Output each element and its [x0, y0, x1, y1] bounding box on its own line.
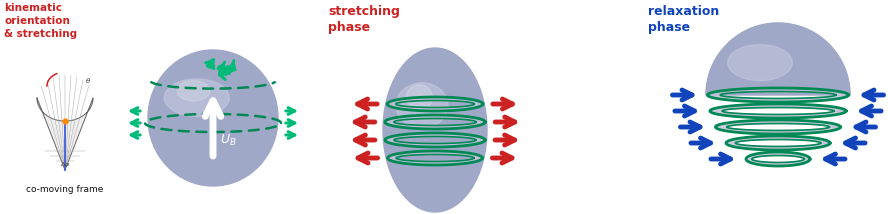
Text: stretching
phase: stretching phase: [328, 5, 400, 34]
Ellipse shape: [164, 79, 229, 116]
Ellipse shape: [396, 83, 448, 128]
Polygon shape: [746, 152, 810, 166]
Ellipse shape: [178, 81, 210, 101]
Ellipse shape: [727, 45, 792, 81]
Text: $\theta$: $\theta$: [85, 76, 91, 85]
Text: relaxation
phase: relaxation phase: [648, 5, 719, 34]
Text: $U_B$: $U_B$: [220, 132, 236, 147]
Ellipse shape: [383, 48, 487, 212]
Ellipse shape: [148, 50, 278, 186]
Polygon shape: [387, 97, 483, 111]
Polygon shape: [708, 88, 849, 102]
Polygon shape: [726, 136, 830, 150]
Polygon shape: [716, 120, 841, 134]
Polygon shape: [37, 98, 93, 170]
Text: $\Delta\varphi$: $\Delta\varphi$: [59, 160, 70, 169]
Polygon shape: [385, 133, 485, 147]
Polygon shape: [387, 151, 482, 165]
Polygon shape: [385, 115, 485, 129]
Text: co-moving frame: co-moving frame: [27, 185, 104, 194]
Polygon shape: [710, 104, 846, 118]
Polygon shape: [706, 23, 850, 95]
Ellipse shape: [407, 85, 432, 110]
Text: kinematic
orientation
& stretching: kinematic orientation & stretching: [4, 3, 77, 39]
